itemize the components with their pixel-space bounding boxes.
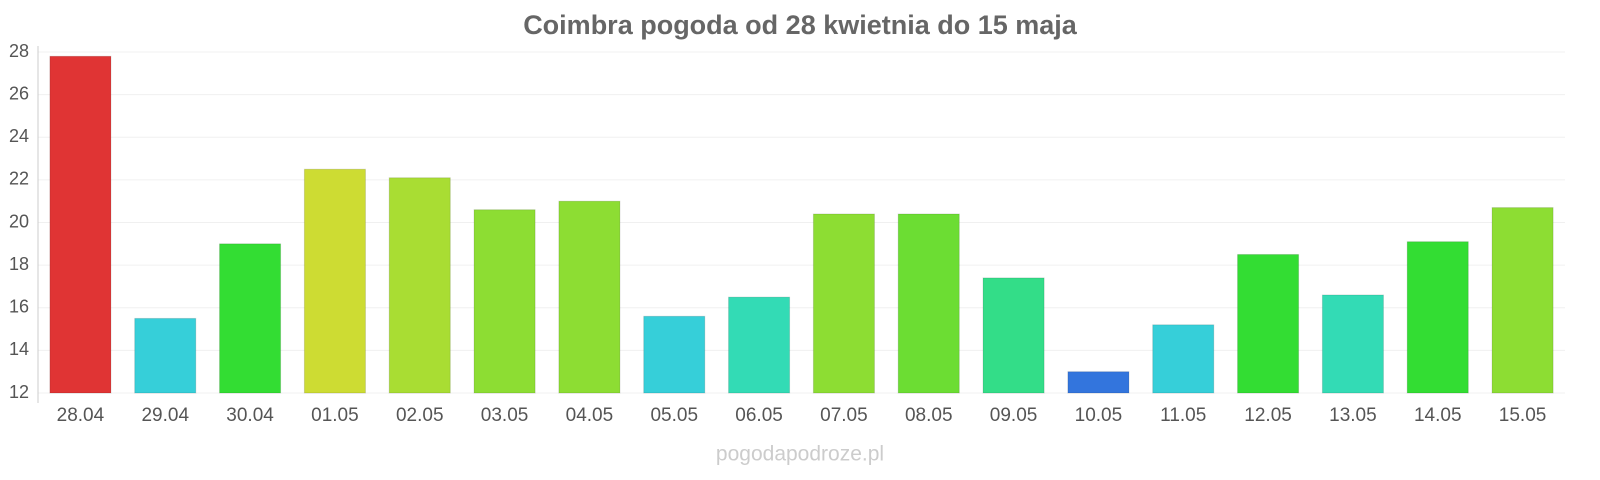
chart-title: Coimbra pogoda od 28 kwietnia do 15 maja <box>523 10 1078 40</box>
bar <box>812 213 875 394</box>
bar <box>303 168 366 394</box>
bar <box>982 277 1045 394</box>
y-tick-label: 20 <box>9 211 29 231</box>
bar <box>473 209 536 394</box>
bar <box>219 243 282 394</box>
y-tick-label: 18 <box>9 254 29 274</box>
y-tick-label: 26 <box>9 83 29 103</box>
x-tick-label: 10.05 <box>1075 405 1123 426</box>
y-tick-label: 22 <box>9 169 29 189</box>
x-tick-label: 09.05 <box>990 405 1038 426</box>
bar <box>1237 253 1300 394</box>
bar <box>897 213 960 394</box>
x-tick-label: 28.04 <box>57 405 105 426</box>
x-tick-label: 08.05 <box>905 405 953 426</box>
bar <box>643 315 706 394</box>
bar <box>134 317 197 394</box>
bar <box>1406 241 1469 394</box>
x-tick-label: 11.05 <box>1160 405 1206 426</box>
source-label: pogodapodroze.pl <box>716 443 884 466</box>
x-tick-label: 30.04 <box>226 405 274 426</box>
y-tick-label: 16 <box>9 297 29 317</box>
x-tick-label: 02.05 <box>396 405 444 426</box>
x-tick-label: 13.05 <box>1329 405 1377 426</box>
bar <box>728 296 791 394</box>
y-tick-label: 28 <box>9 41 29 61</box>
x-tick-label: 06.05 <box>735 405 783 426</box>
y-tick-label: 12 <box>9 382 29 402</box>
bar <box>1067 371 1130 394</box>
x-tick-label: 03.05 <box>481 405 529 426</box>
bar <box>558 200 621 394</box>
x-tick-label: 04.05 <box>566 405 614 426</box>
x-tick-label: 12.05 <box>1244 405 1292 426</box>
bar <box>49 55 112 394</box>
y-tick-label: 14 <box>9 339 29 359</box>
bar <box>1321 294 1384 394</box>
x-tick-label: 14.05 <box>1414 405 1462 426</box>
x-tick-label: 15.05 <box>1499 405 1547 426</box>
bar <box>1491 207 1554 394</box>
x-tick-label: 29.04 <box>141 405 189 426</box>
bar <box>388 177 451 394</box>
x-tick-label: 01.05 <box>311 405 359 426</box>
y-tick-label: 24 <box>9 126 29 146</box>
x-tick-label: 07.05 <box>820 405 868 426</box>
bar <box>1152 324 1215 394</box>
x-tick-label: 05.05 <box>650 405 698 426</box>
